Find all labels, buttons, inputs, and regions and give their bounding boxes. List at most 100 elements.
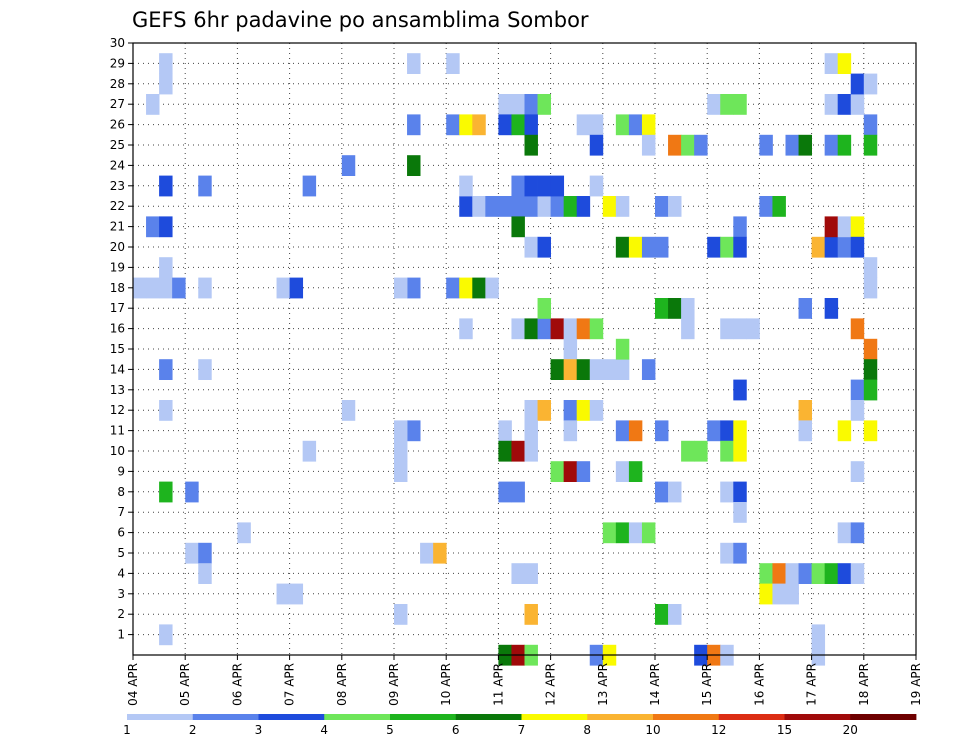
legend-label: 2 <box>189 723 197 737</box>
heatmap-cell <box>759 563 773 584</box>
legend-label: 7 <box>518 723 526 737</box>
heatmap-cell <box>407 114 421 136</box>
legend-color-swatch <box>653 714 720 720</box>
legend-label: 3 <box>255 723 263 737</box>
heatmap-cell <box>720 236 734 258</box>
heatmap-cell <box>811 563 826 584</box>
color-legend: 1 2 3 4 5 6 7 8 10 12 15 20 <box>123 714 917 737</box>
heatmap-cell <box>772 196 786 217</box>
legend-color-swatch <box>718 714 785 720</box>
heatmap-cell <box>655 196 669 217</box>
x-tick-label: 18 APR <box>857 663 871 706</box>
heatmap-cell <box>837 420 852 442</box>
heatmap-cell <box>485 196 499 217</box>
x-tick-label: 10 APR <box>439 663 453 706</box>
heatmap-cell <box>537 400 551 421</box>
heatmap-cell <box>824 94 839 115</box>
heatmap-cell <box>537 94 551 115</box>
heatmap-cell <box>824 563 839 584</box>
legend-color-swatch <box>258 714 325 720</box>
heatmap-cell <box>394 440 408 462</box>
heatmap-cell <box>798 134 812 156</box>
heatmap-cell <box>289 277 304 299</box>
x-tick-label: 06 APR <box>230 663 244 706</box>
legend-label: 10 <box>645 723 660 737</box>
heatmap-cell <box>720 318 734 340</box>
heatmap-cell <box>615 196 630 217</box>
heatmap-cell <box>537 298 551 319</box>
heatmap-cell <box>733 379 747 401</box>
y-tick-label: 20 <box>110 240 125 254</box>
x-axis: 04 APR 05 APR 06 APR 07 APR 08 APR 09 APR 10 A… <box>126 655 923 706</box>
heatmap-cell <box>668 604 682 625</box>
y-tick-label: 27 <box>110 97 125 111</box>
heatmap-cell <box>850 94 865 115</box>
heatmap-cell <box>850 563 865 584</box>
heatmap-cell <box>641 359 656 380</box>
heatmap-cell <box>276 583 290 605</box>
heatmap-cell <box>850 400 865 421</box>
y-tick-label: 1 <box>117 628 125 642</box>
heatmap-cell <box>785 134 799 156</box>
heatmap-cell <box>681 318 695 340</box>
heatmap-cell <box>198 542 212 564</box>
heatmap-cell <box>459 318 473 340</box>
heatmap-cell <box>759 583 773 605</box>
legend-color-swatch <box>521 714 588 720</box>
heatmap-cell <box>602 196 617 217</box>
heatmap-cell <box>172 277 186 299</box>
y-tick-label: 26 <box>110 118 125 132</box>
chart-title: GEFS 6hr padavine po ansamblima Sombor <box>132 8 589 32</box>
x-tick-label: 17 APR <box>805 663 819 706</box>
heatmap-cell <box>420 542 434 564</box>
heatmap-cell <box>772 583 786 605</box>
x-tick-label: 16 APR <box>752 663 766 706</box>
heatmap-cell <box>498 440 512 462</box>
heatmap-cell <box>837 94 852 115</box>
heatmap-cell <box>576 461 591 482</box>
heatmap-cell <box>159 359 173 380</box>
heatmap-cell <box>511 196 525 217</box>
heatmap-cell <box>159 624 173 646</box>
heatmap-cell <box>446 277 460 299</box>
heatmap-cell <box>850 73 865 95</box>
heatmap-cell <box>511 114 525 136</box>
legend-color-swatch <box>390 714 457 720</box>
legend-label: 8 <box>583 723 591 737</box>
heatmap-cell <box>146 277 160 299</box>
heatmap-cell <box>798 563 812 584</box>
heatmap-cell <box>394 420 408 442</box>
heatmap-cell <box>707 94 721 115</box>
heatmap-cell <box>863 73 878 95</box>
legend-label: 5 <box>386 723 394 737</box>
y-axis: 1234567891011121314151617181920212223242… <box>110 36 133 642</box>
x-tick-label: 15 APR <box>700 663 714 706</box>
heatmap-cell <box>511 440 525 462</box>
y-tick-label: 19 <box>110 260 125 274</box>
heatmap-cell <box>824 53 839 74</box>
heatmap-cell <box>628 420 643 442</box>
heatmap-cell <box>589 134 604 156</box>
heatmap-cell <box>276 277 290 299</box>
heatmap-cell <box>524 236 538 258</box>
heatmap-cell <box>655 298 669 319</box>
heatmap-cell <box>524 94 538 115</box>
heatmap-cell <box>446 114 460 136</box>
x-tick-label: 09 APR <box>387 663 401 706</box>
heatmap-cell <box>524 134 538 156</box>
heatmap-cell <box>185 542 199 564</box>
x-tick-label: 13 APR <box>596 663 610 706</box>
y-tick-label: 9 <box>117 464 125 478</box>
heatmap-cell <box>668 134 682 156</box>
heatmap-cell <box>459 277 473 299</box>
heatmap-cell <box>850 216 865 238</box>
heatmap-cell <box>511 94 525 115</box>
heatmap-cell <box>407 277 421 299</box>
legend-color-swatch <box>850 714 917 720</box>
heatmap-cell <box>159 277 173 299</box>
heatmap-cell <box>798 420 812 442</box>
heatmap-cell <box>550 359 565 380</box>
y-tick-label: 23 <box>110 179 125 193</box>
heatmap-cell <box>811 236 826 258</box>
heatmap-cell <box>198 563 212 584</box>
